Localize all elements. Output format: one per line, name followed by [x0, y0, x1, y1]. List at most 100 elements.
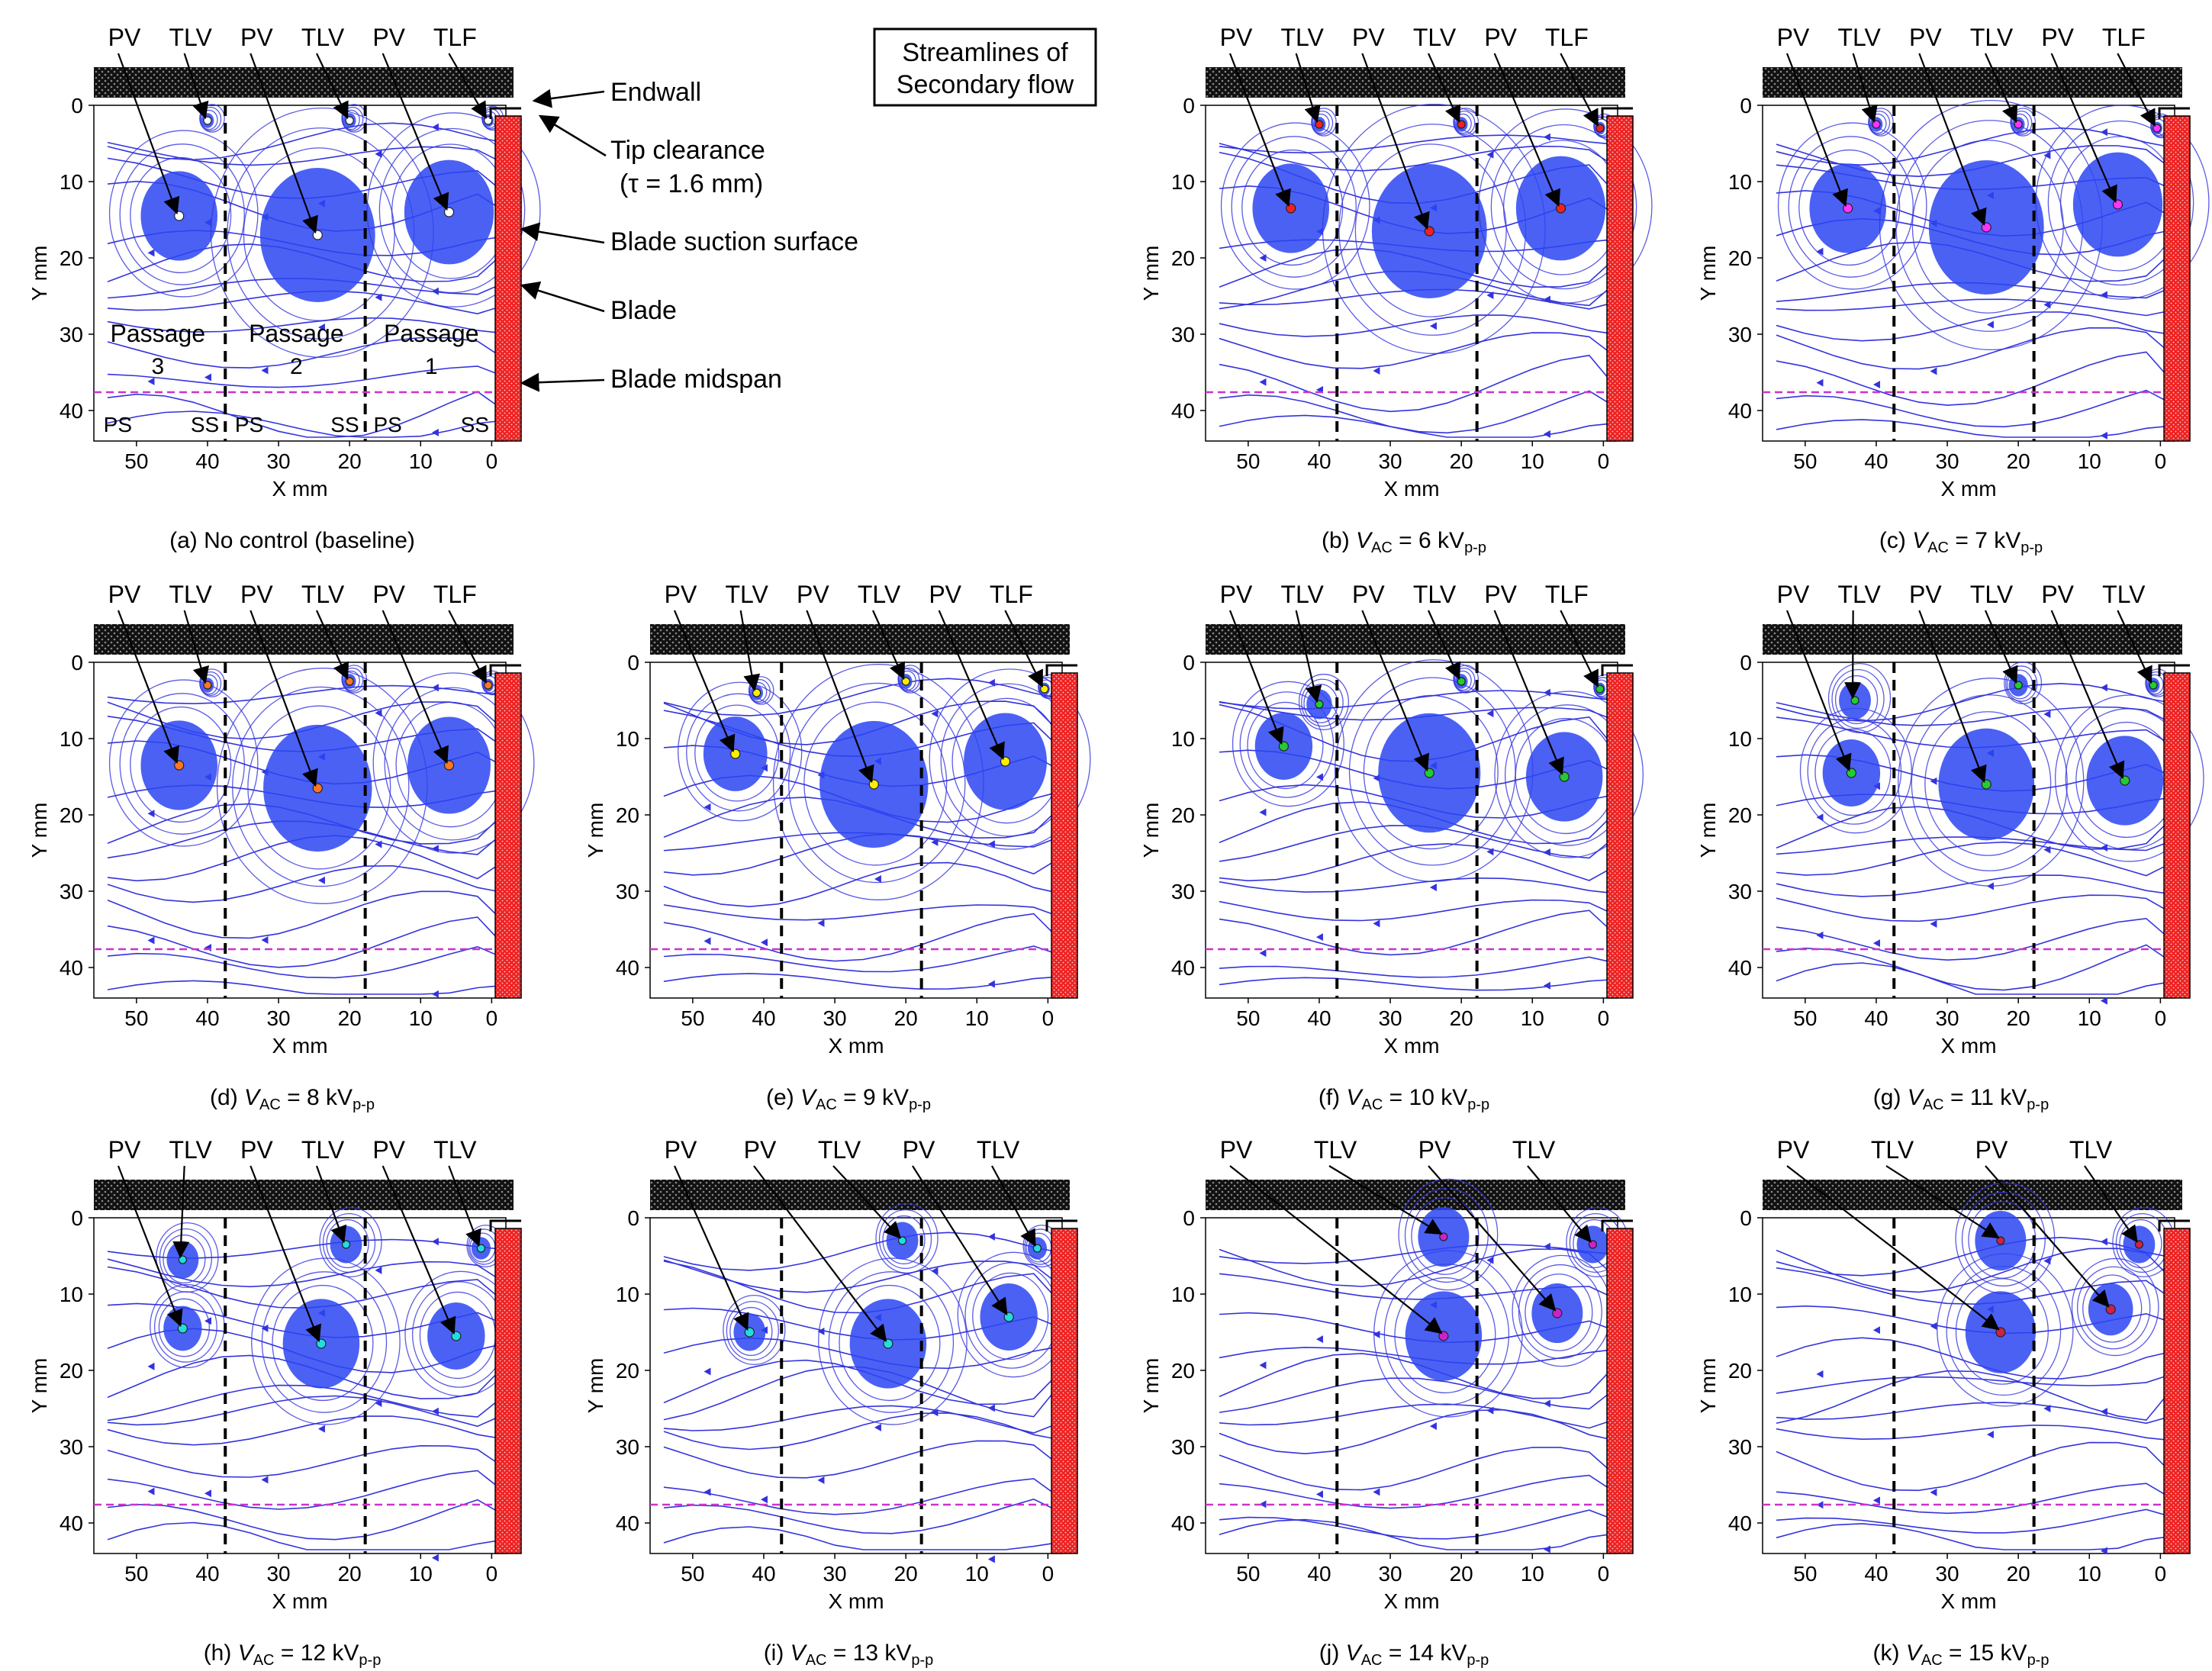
vortex-label-arrow [1328, 1165, 1443, 1235]
streamline [663, 1499, 1056, 1534]
annotation-blade-midspan: Blade midspan [610, 365, 782, 394]
y-tick-label: 10 [60, 727, 83, 751]
streamline-arrow [1872, 1326, 1880, 1335]
vortex-core-marker [341, 1240, 351, 1249]
figure-title-line2: Secondary flow [897, 70, 1074, 99]
endwall [1206, 67, 1625, 98]
vortex-streamline [1398, 1178, 1499, 1291]
vortex-streamline [1494, 691, 1644, 858]
streamline [107, 1384, 500, 1421]
vortex-label-arrow [1361, 610, 1430, 772]
streamline [1219, 877, 1612, 893]
streamline-arrow [704, 1488, 711, 1496]
tip-clearance-edge [489, 1219, 522, 1232]
caption-voltage-symbol: V [1912, 528, 1930, 553]
caption-voltage-symbol: V [1906, 1640, 1924, 1666]
vortex-label-pv: PV [1777, 24, 1810, 51]
streamline-arrow [261, 1324, 269, 1332]
panel-j: 50 40 30 20 10 0 0 10 20 30 40 X mm Y mm PV TLV PV TLV (j… [1139, 1136, 1634, 1669]
vortex-label-tlf: TLF [433, 581, 477, 608]
streamline [1219, 977, 1612, 991]
vortex-label-tlv: TLV [1838, 581, 1882, 608]
vortex-streamline [372, 672, 535, 854]
streamline [1776, 944, 2169, 991]
panel-caption: (e) VAC = 9 kVp-p [766, 1085, 931, 1113]
vortex-streamline [1220, 122, 1370, 290]
y-tick-label: 30 [60, 1435, 83, 1459]
streamline [107, 317, 500, 333]
streamline-arrow [2043, 845, 2051, 854]
vortex-core-marker [1996, 1236, 2005, 1245]
x-tick-label: 50 [1793, 1006, 1817, 1030]
annotation-tip-clearance: Tip clearance [610, 136, 765, 165]
vortex-label-arrow [1004, 610, 1043, 687]
x-tick-label: 30 [1378, 1562, 1402, 1586]
streamline-arrow [1373, 919, 1380, 928]
streamline-arrow [2100, 1408, 2107, 1416]
streamline-arrow [2043, 1405, 2051, 1413]
vortex-label-arrow [2117, 610, 2152, 684]
x-tick-label: 10 [409, 449, 433, 473]
vortex-label-arrow [183, 53, 209, 120]
x-tick-label: 20 [894, 1006, 918, 1030]
endwall [650, 624, 1070, 655]
streamline-arrow [431, 1407, 439, 1415]
vortex-streamline [261, 1271, 388, 1413]
vortex-label-arrow [1785, 53, 1848, 208]
panel-caption: (a) No control (baseline) [169, 528, 415, 553]
streamline [1776, 1337, 2169, 1380]
blade [1606, 672, 1634, 999]
vortex-streamline [882, 1215, 926, 1265]
passage-name: Passage [384, 320, 479, 347]
plot-area [1205, 662, 1618, 999]
vortex-streamline [1490, 124, 1637, 290]
vortex-streamline [2082, 1274, 2143, 1343]
x-tick-label: 20 [2007, 449, 2030, 473]
vortex-streamline [788, 682, 966, 884]
blade [2163, 1228, 2191, 1554]
vortex-streamline [1834, 675, 1879, 725]
vortex-label-tlv: TLV [818, 1136, 861, 1164]
streamline [663, 861, 1056, 908]
vortex-label-arrow [250, 610, 318, 787]
streamline-arrow [874, 875, 881, 884]
streamline-arrow [1930, 777, 1937, 785]
vortex-core-marker [178, 1255, 187, 1264]
streamline-arrow [987, 980, 995, 988]
y-tick-label: 10 [60, 1283, 83, 1306]
x-tick-label: 40 [1307, 1562, 1331, 1586]
vortex-label-arrow [673, 1165, 749, 1331]
caption-prefix: (h) [204, 1640, 238, 1666]
vortex-label-tlv: TLV [301, 1136, 345, 1164]
caption-voltage-value: = 10 kV [1383, 1085, 1467, 1110]
vortex-labels: PV TLV PV TLV PV TLF [1220, 581, 1599, 776]
vortex-core-marker [901, 677, 910, 686]
vortex-label-tlf: TLF [433, 24, 477, 51]
vortex-label-tlv: TLV [1413, 581, 1457, 608]
streamline-arrow [704, 1367, 711, 1376]
streamline [107, 1521, 500, 1550]
streamline-arrow [1259, 1361, 1267, 1370]
vortex-streamline [818, 1257, 968, 1425]
y-tick-label: 20 [1171, 1359, 1195, 1383]
caption-voltage-value: = 9 kV [837, 1085, 909, 1110]
vortex-streamline [1298, 674, 1350, 730]
streamline [1219, 1409, 1612, 1455]
caption-voltage-symbol: V [244, 1085, 262, 1110]
x-tick-label: 0 [1042, 1562, 1054, 1586]
x-tick-label: 0 [2155, 449, 2167, 473]
x-tick-label: 40 [1864, 449, 1888, 473]
vortex-core-marker [1595, 684, 1605, 694]
streamline [107, 1395, 500, 1428]
blade [2163, 672, 2191, 999]
y-tick-label: 30 [1728, 323, 1752, 346]
streamline-arrow [2100, 291, 2107, 299]
vortex-streamline [1955, 1182, 2056, 1295]
x-tick-label: 10 [409, 1006, 433, 1030]
streamline-arrow [431, 1238, 439, 1246]
vortex-core-marker [1595, 124, 1605, 133]
caption-unit-subscript: p-p [2027, 1096, 2049, 1113]
y-axis-label: Y mm [27, 1358, 51, 1414]
